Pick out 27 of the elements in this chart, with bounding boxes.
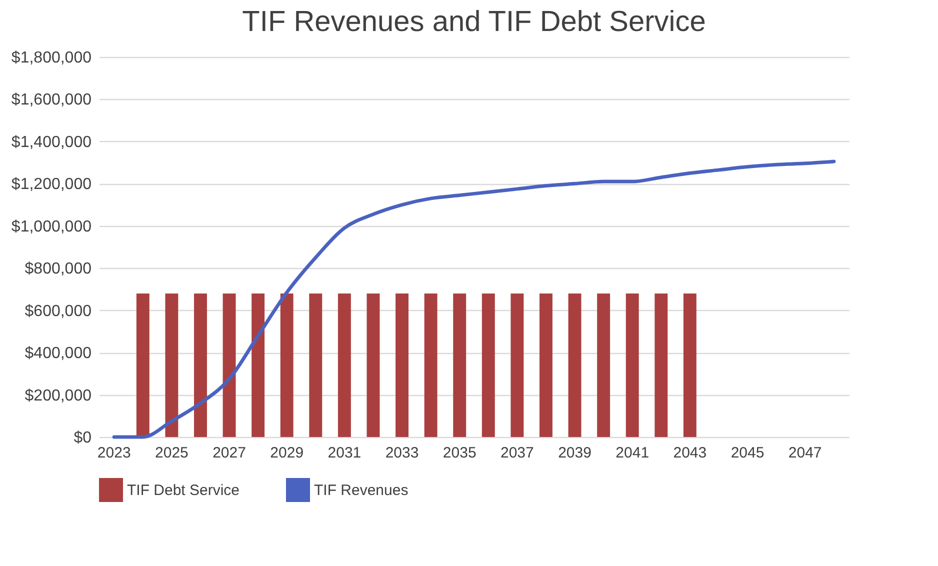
y-tick-label: $1,600,000 xyxy=(11,92,92,109)
x-tick-label: 2041 xyxy=(616,444,650,462)
x-tick-label: 2035 xyxy=(442,444,476,462)
x-tick-label: 2045 xyxy=(730,444,764,462)
y-tick-label: $1,200,000 xyxy=(11,176,92,194)
y-tick-label: $0 xyxy=(74,430,92,446)
y-tick-label: $800,000 xyxy=(24,260,92,278)
y-tick-label: $1,800,000 xyxy=(11,50,92,66)
legend-label: TIF Revenues xyxy=(314,482,408,499)
x-tick-label: 2031 xyxy=(328,444,362,462)
x-tick-label: 2029 xyxy=(270,444,304,462)
x-tick-label: 2037 xyxy=(500,444,534,462)
legend-label: TIF Debt Service xyxy=(127,482,240,499)
x-tick-label: 2043 xyxy=(673,444,707,462)
x-tick-label: 2039 xyxy=(558,444,592,462)
x-tick-label: 2025 xyxy=(155,444,188,462)
line-series xyxy=(112,160,836,439)
y-tick-label: $1,000,000 xyxy=(11,218,92,236)
chart-title: TIF Revenues and TIF Debt Service xyxy=(242,6,706,38)
x-tick-label: 2027 xyxy=(212,444,246,462)
y-tick-label: $400,000 xyxy=(24,345,92,362)
x-tick-label: 2047 xyxy=(788,444,822,462)
y-tick-label: $1,400,000 xyxy=(11,134,92,151)
x-tick-label: 2033 xyxy=(385,444,419,462)
y-tick-label: $200,000 xyxy=(24,387,92,404)
y-tick-label: $600,000 xyxy=(24,302,92,320)
x-tick-label: 2023 xyxy=(97,444,131,462)
